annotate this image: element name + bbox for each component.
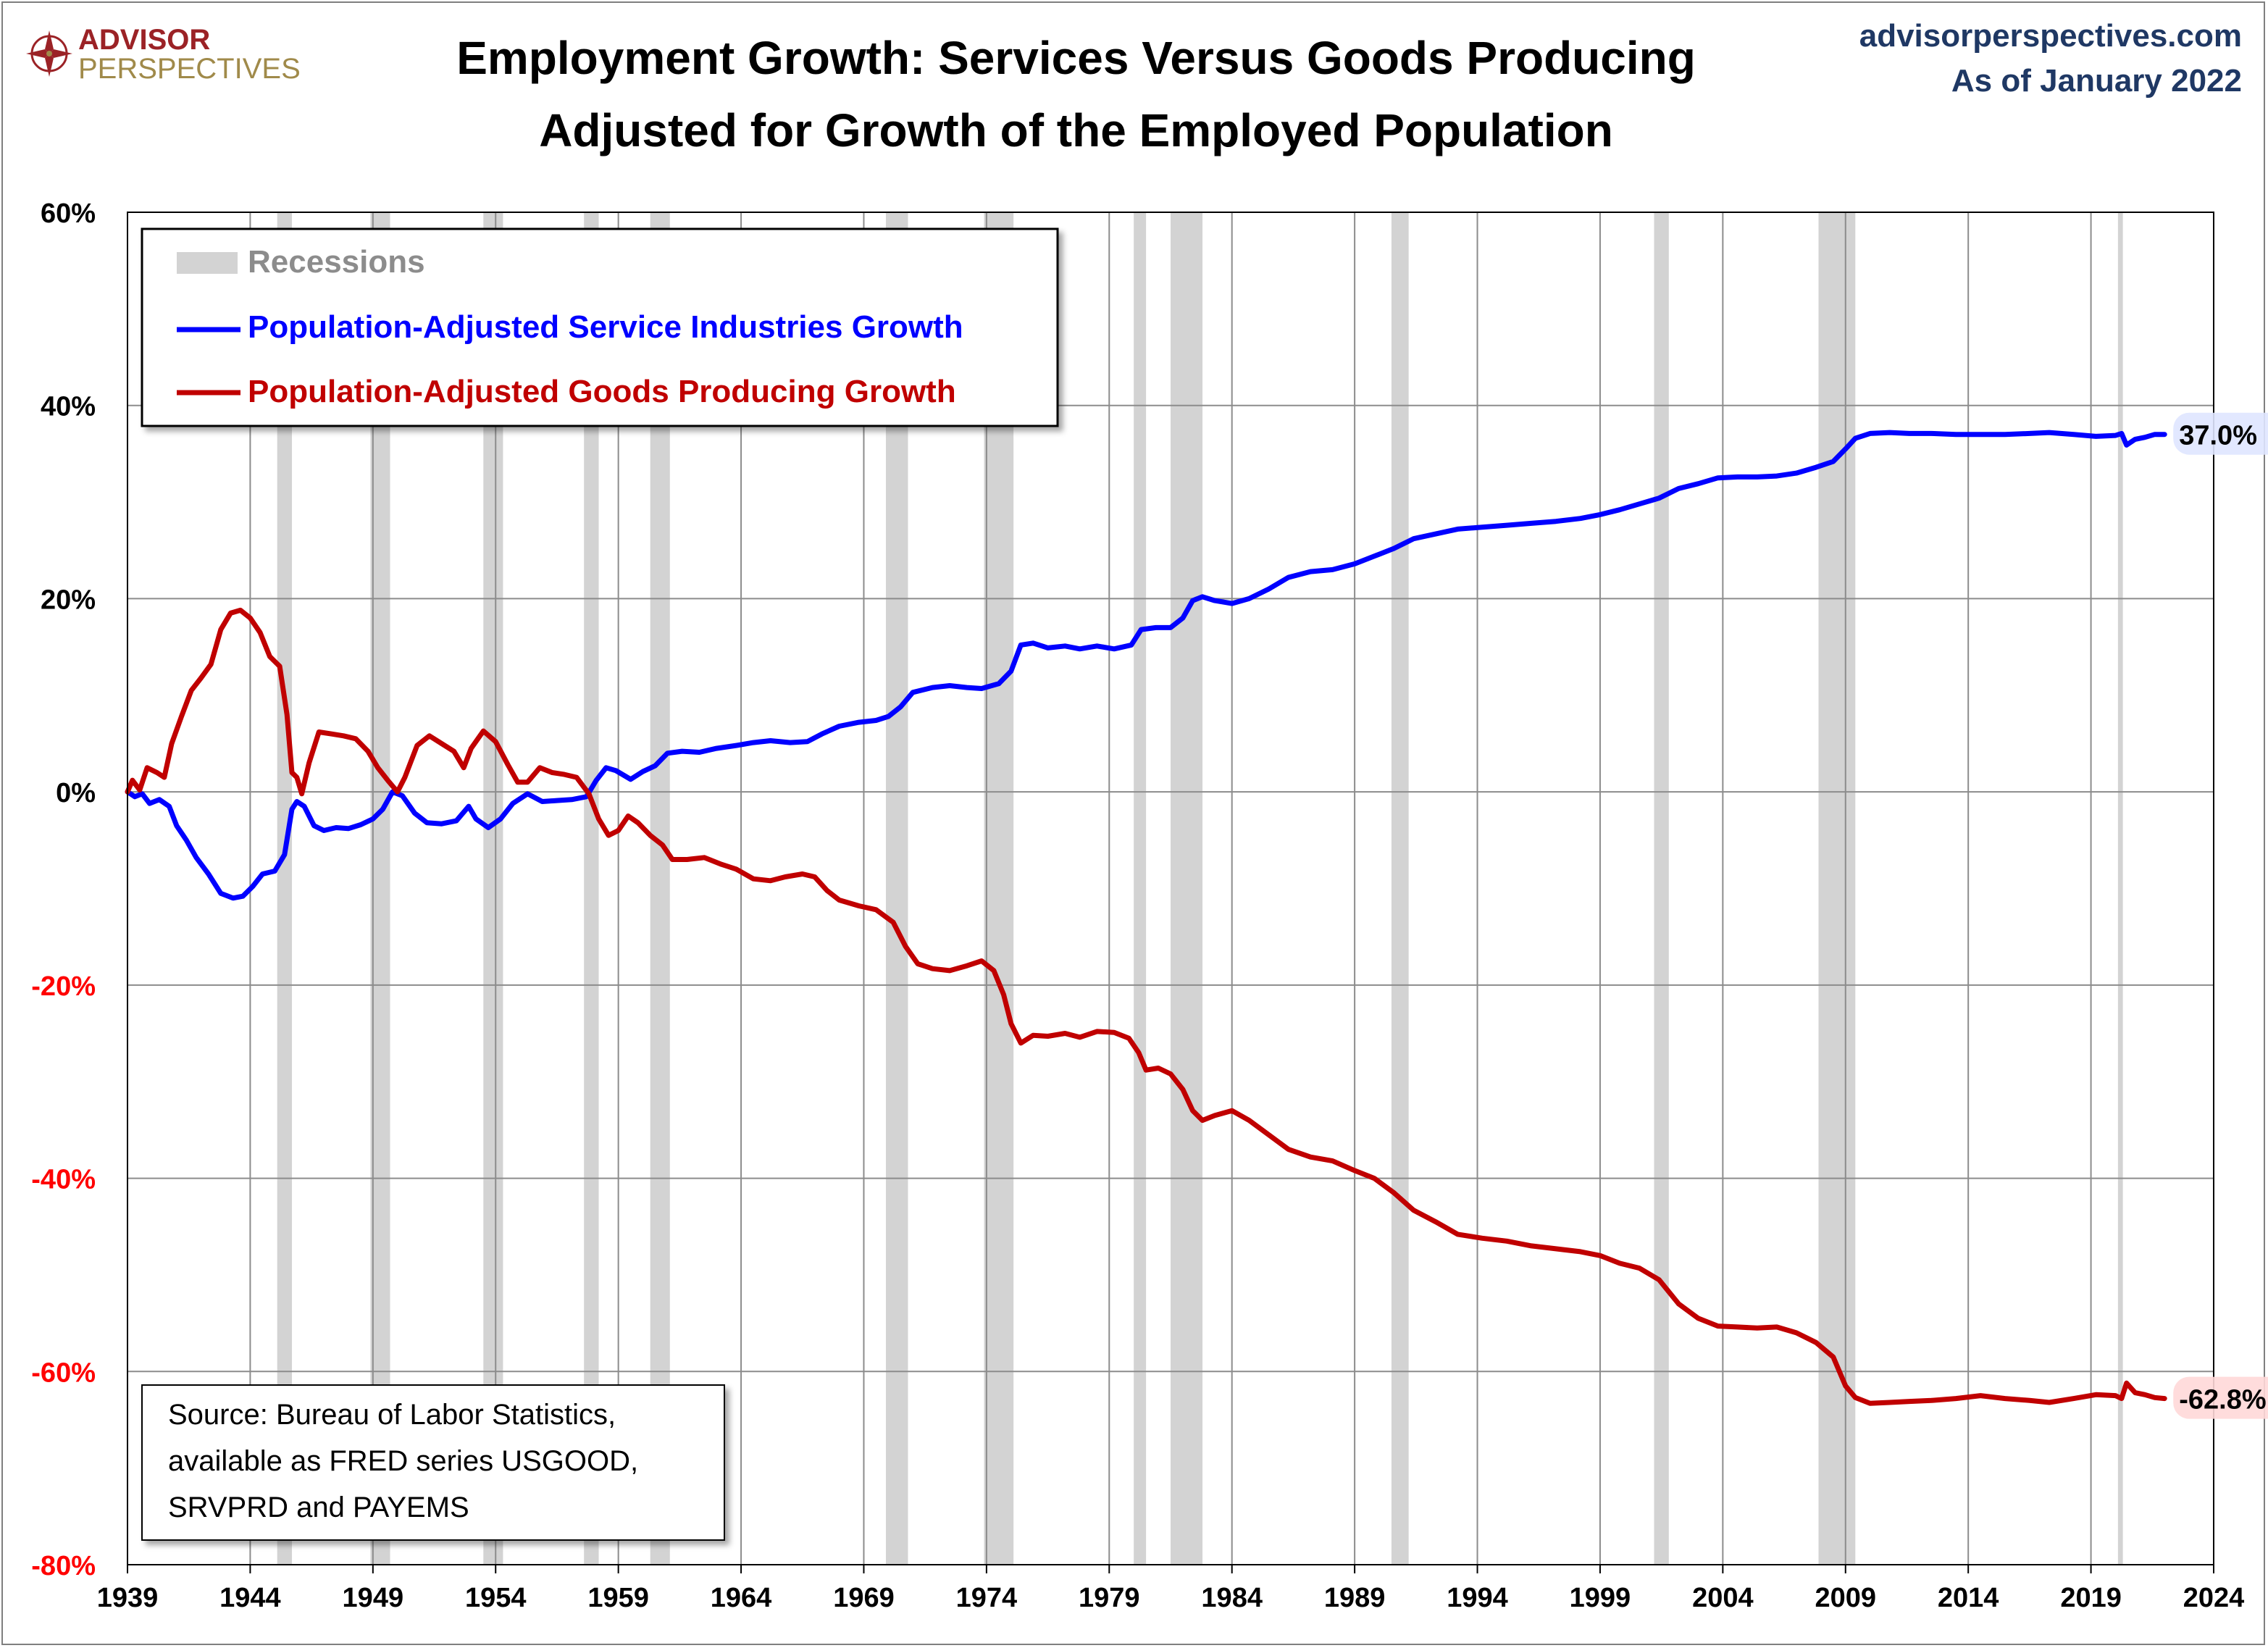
x-tick-label: 1949 — [343, 1583, 404, 1613]
y-tick-label: 20% — [41, 585, 96, 615]
x-tick-label: 1944 — [219, 1583, 281, 1613]
services-end-label: 37.0% — [2179, 421, 2257, 451]
recession-band — [483, 212, 503, 1565]
recession-band — [1171, 212, 1203, 1565]
recession-band — [1818, 212, 1856, 1565]
x-tick-label: 1974 — [956, 1583, 1018, 1613]
y-tick-label: 40% — [41, 392, 96, 422]
source-line-2: available as FRED series USGOOD, — [168, 1445, 638, 1477]
recession-band — [650, 212, 670, 1565]
y-tick-label: 0% — [56, 778, 96, 808]
recession-band — [584, 212, 599, 1565]
x-tick-label: 1959 — [587, 1583, 649, 1613]
legend-box — [141, 227, 1059, 427]
source-line-3: SRVPRD and PAYEMS — [168, 1492, 469, 1523]
recession-band — [1391, 212, 1409, 1565]
x-tick-label: 1984 — [1201, 1583, 1263, 1613]
legend-services-label: Population-Adjusted Service Industries G… — [248, 309, 963, 345]
y-tick-label: -80% — [31, 1551, 96, 1581]
x-tick-label: 1954 — [465, 1583, 527, 1613]
recession-band — [1654, 212, 1669, 1565]
y-tick-label: -40% — [31, 1165, 96, 1195]
x-tick-label: 2009 — [1815, 1583, 1876, 1613]
source-box — [141, 1384, 725, 1541]
logo-line-1: ADVISOR — [78, 24, 210, 56]
legend-goods-label: Population-Adjusted Goods Producing Grow… — [248, 374, 956, 409]
services-growth-line — [125, 430, 2167, 901]
recession-band — [2117, 212, 2123, 1565]
x-tick-label: 1979 — [1079, 1583, 1140, 1613]
goods-growth-line — [125, 607, 2167, 1406]
chart-title-line-2: Adjusted for Growth of the Employed Popu… — [539, 104, 1613, 156]
recession-band — [984, 212, 1014, 1565]
end-label-highlight — [2173, 1376, 2268, 1419]
compass-rose-icon — [26, 30, 72, 77]
source-line-1: Source: Bureau of Labor Statistics, — [168, 1399, 616, 1431]
source-note: Source: Bureau of Labor Statistics, avai… — [141, 1384, 725, 1541]
x-tick-label: 1994 — [1447, 1583, 1508, 1613]
legend-recessions-label: Recessions — [248, 244, 425, 280]
x-tick-label: 2019 — [2060, 1583, 2122, 1613]
x-tick-label: 1969 — [833, 1583, 895, 1613]
y-tick-label: -20% — [31, 971, 96, 1002]
series-lines — [125, 430, 2167, 1406]
recession-bands — [277, 212, 2123, 1565]
recession-band — [885, 212, 908, 1565]
x-tick-label: 1964 — [711, 1583, 772, 1613]
x-tick-label: 1939 — [97, 1583, 159, 1613]
legend-recession-swatch — [177, 252, 238, 274]
site-url: advisorperspectives.com — [1859, 18, 2242, 54]
x-tick-label: 1999 — [1570, 1583, 1631, 1613]
as-of-date: As of January 2022 — [1951, 63, 2242, 99]
x-tick-label: 2004 — [1692, 1583, 1754, 1613]
end-labels: 37.0% -62.8% — [2173, 412, 2268, 1419]
legend: Recessions Population-Adjusted Service I… — [141, 227, 1059, 427]
advisor-perspectives-logo: ADVISOR PERSPECTIVES — [26, 24, 301, 85]
recession-band — [370, 212, 390, 1565]
y-tick-label: 60% — [41, 198, 96, 229]
x-tick-label: 1989 — [1324, 1583, 1386, 1613]
axes: 1939 1944 1949 1954 1959 1964 1969 1974 1979 1984… — [31, 198, 2244, 1613]
chart-title-line-1: Employment Growth: Services Versus Goods… — [456, 32, 1696, 84]
y-tick-label: -60% — [31, 1358, 96, 1388]
x-tick-label: 2014 — [1938, 1583, 1999, 1613]
end-label-highlight — [2173, 412, 2268, 455]
plot-border — [127, 212, 2214, 1565]
recession-band — [1134, 212, 1147, 1565]
recession-band — [277, 212, 293, 1565]
goods-end-label: -62.8% — [2179, 1385, 2266, 1415]
logo-line-2: PERSPECTIVES — [78, 53, 301, 85]
x-tick-label: 2024 — [2183, 1583, 2245, 1613]
